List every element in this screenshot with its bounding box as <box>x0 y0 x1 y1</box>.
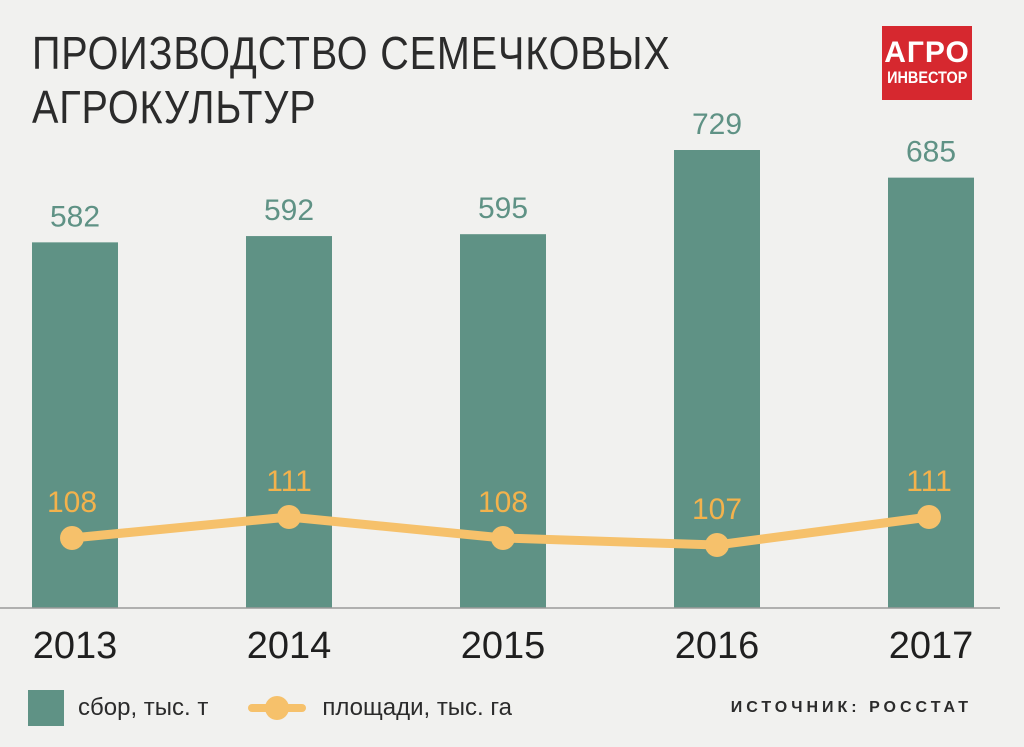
bar-value-label-2014: 592 <box>264 194 314 227</box>
line-point-2014 <box>277 505 301 529</box>
line-point-2013 <box>60 526 84 550</box>
line-value-label-2015: 108 <box>478 486 528 519</box>
legend-bar-label: сбор, тыс. т <box>78 694 209 721</box>
bar-2013 <box>32 242 118 608</box>
chart-title-line-2: АГРОКУЛЬТУР <box>32 81 317 133</box>
legend-line-swatch <box>248 690 307 726</box>
line-value-label-2016: 107 <box>692 493 742 526</box>
x-tick-label-2014: 2014 <box>247 625 332 667</box>
x-tick-label-2015: 2015 <box>461 625 546 667</box>
legend: сбор, тыс. т площади, тыс. га ИСТОЧНИК: … <box>28 688 972 728</box>
bar-2017 <box>888 177 974 608</box>
bar-value-label-2013: 582 <box>50 200 100 233</box>
x-tick-label-2016: 2016 <box>675 625 760 667</box>
chart-title: ПРОИЗВОДСТВО СЕМЕЧКОВЫХ АГРОКУЛЬТУР <box>32 26 671 134</box>
chart-title-line-1: ПРОИЗВОДСТВО СЕМЕЧКОВЫХ <box>32 27 671 79</box>
logo-line-1: АГРО <box>884 36 970 69</box>
bar-2015 <box>460 234 546 608</box>
x-tick-label-2017: 2017 <box>889 625 974 667</box>
line-value-label-2013: 108 <box>47 486 97 519</box>
logo-line-2: ИНВЕСТОР <box>886 68 968 87</box>
line-point-2015 <box>491 526 515 550</box>
source-note: ИСТОЧНИК: РОССТАТ <box>730 699 972 716</box>
line-value-label-2017: 111 <box>906 465 952 498</box>
line-point-2017 <box>917 505 941 529</box>
x-tick-label-2013: 2013 <box>33 625 118 667</box>
bar-value-label-2017: 685 <box>906 136 956 169</box>
bar-2014 <box>246 236 332 608</box>
bar-value-label-2016: 729 <box>692 108 742 141</box>
legend-line-label: площади, тыс. га <box>322 694 512 721</box>
line-value-label-2014: 111 <box>266 465 312 498</box>
line-point-2016 <box>705 533 729 557</box>
bar-2016 <box>674 150 760 608</box>
legend-bar-swatch <box>28 690 64 726</box>
agroinvestor-logo: АГРО ИНВЕСТОР <box>882 26 972 100</box>
bar-value-label-2015: 595 <box>478 192 528 225</box>
